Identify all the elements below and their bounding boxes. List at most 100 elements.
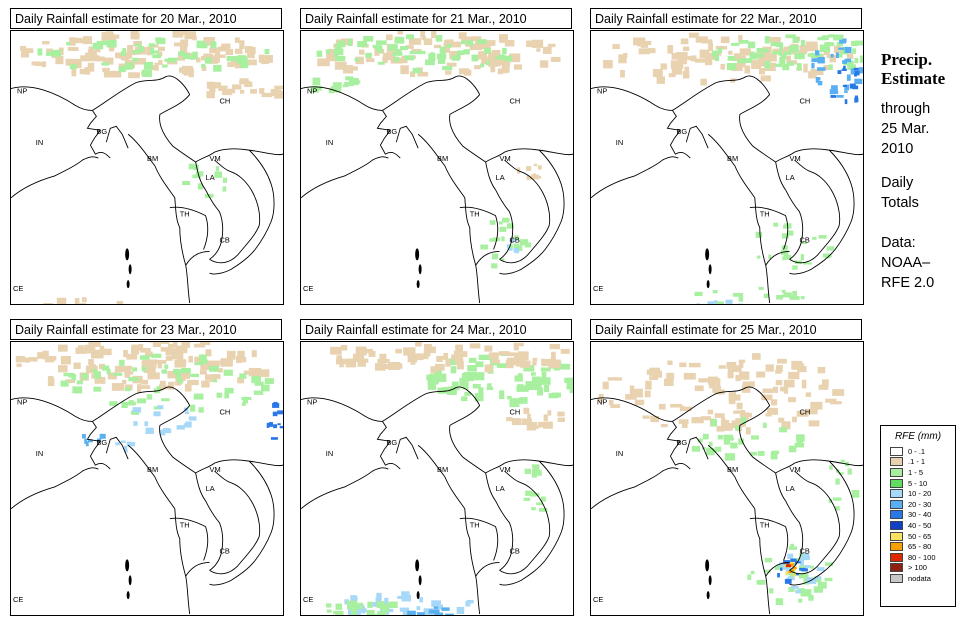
- rain-cell: [234, 56, 240, 62]
- rain-cell: [43, 302, 53, 304]
- border-line: [11, 397, 93, 422]
- rain-cell: [128, 72, 140, 79]
- rain-cell: [537, 165, 542, 170]
- rain-cell: [801, 241, 807, 245]
- rain-cell: [243, 370, 254, 375]
- rain-cell: [317, 58, 330, 67]
- rain-cell: [124, 448, 128, 453]
- country-label-bg: BG: [676, 128, 687, 136]
- rain-cell: [810, 401, 823, 410]
- rain-cell: [158, 59, 163, 65]
- rain-cell: [688, 362, 701, 368]
- rain-cell: [167, 343, 176, 348]
- rain-cell: [765, 364, 774, 372]
- rain-cell: [345, 358, 357, 368]
- legend-swatch: [890, 510, 903, 520]
- rain-cell: [798, 572, 809, 579]
- rain-cell: [543, 414, 548, 421]
- legend-label: 20 - 30: [908, 499, 932, 509]
- rain-cell: [334, 52, 339, 58]
- rain-cell: [521, 418, 532, 426]
- rain-cell: [527, 413, 531, 419]
- rain-cell: [788, 371, 800, 380]
- rain-cell: [207, 56, 218, 64]
- rain-cell: [847, 468, 852, 475]
- rain-cell: [525, 490, 533, 496]
- rain-cell: [728, 392, 737, 396]
- rain-cell: [401, 594, 411, 602]
- border-line: [417, 444, 481, 615]
- border-line: [127, 133, 191, 304]
- rain-cell: [839, 39, 846, 44]
- rain-cell: [192, 35, 197, 41]
- rain-cell: [468, 357, 477, 363]
- rain-cell: [824, 42, 834, 47]
- border-line: [169, 517, 209, 561]
- rain-cell: [208, 53, 214, 58]
- rain-cell: [325, 49, 331, 54]
- legend-item: 5 - 10: [890, 478, 955, 489]
- map-panel-23-mar: Daily Rainfall estimate for 23 Mar., 201…: [10, 319, 284, 616]
- rain-cell: [378, 46, 383, 54]
- rain-cell: [184, 383, 192, 392]
- data-line-3: RFE 2.0: [881, 275, 935, 291]
- rain-cell: [461, 396, 468, 402]
- rain-cell: [765, 52, 777, 62]
- rain-cell: [846, 74, 851, 81]
- rain-cell: [196, 172, 200, 177]
- rain-cell: [412, 67, 421, 74]
- rain-cell: [818, 384, 829, 390]
- rain-cell: [357, 361, 366, 367]
- rain-cell: [720, 63, 725, 70]
- rain-cell: [180, 31, 189, 35]
- rain-cell: [446, 358, 457, 365]
- rain-cell: [361, 606, 366, 614]
- rain-cell: [844, 90, 848, 93]
- rain-cell: [437, 57, 446, 64]
- border-line: [92, 386, 191, 422]
- rain-cell: [489, 238, 496, 242]
- rain-cell: [504, 40, 515, 47]
- rain-cell: [366, 609, 375, 615]
- rain-cell: [715, 301, 724, 304]
- legend-item: nodata: [890, 573, 955, 584]
- rain-cell: [174, 381, 182, 386]
- rain-cell: [188, 55, 196, 60]
- rain-cell: [185, 421, 192, 428]
- rain-cell: [786, 579, 792, 584]
- rain-cell: [851, 489, 860, 493]
- legend-label: nodata: [908, 573, 931, 583]
- rain-cell: [854, 95, 859, 99]
- rain-cell: [854, 97, 858, 103]
- rain-cell: [201, 380, 210, 388]
- island-shape: [125, 248, 130, 261]
- rain-cell: [216, 392, 223, 398]
- rain-cell: [93, 386, 102, 392]
- rain-cell: [81, 434, 86, 439]
- rain-cell: [140, 355, 150, 360]
- rain-cell: [434, 373, 447, 382]
- island-shape: [126, 591, 130, 600]
- border-line: [209, 159, 261, 264]
- rain-cell: [830, 401, 842, 405]
- rain-cell: [481, 56, 488, 65]
- rain-cell: [502, 47, 507, 55]
- rain-cell: [16, 363, 22, 368]
- rain-cell: [513, 247, 519, 253]
- rain-cell: [379, 353, 387, 362]
- rain-cell: [467, 365, 477, 372]
- rain-cell: [397, 363, 403, 369]
- rain-cell: [783, 292, 792, 297]
- rain-cell: [739, 48, 751, 56]
- rain-cell: [781, 54, 787, 60]
- rain-cell: [519, 397, 528, 404]
- rain-cell: [344, 599, 349, 605]
- rain-cell: [739, 40, 749, 44]
- rain-cell: [232, 84, 242, 90]
- rain-cell: [828, 64, 833, 70]
- border-line: [92, 75, 191, 111]
- rain-cell: [131, 346, 139, 355]
- rain-cell: [450, 366, 457, 374]
- rain-cell: [523, 407, 530, 414]
- rain-cell: [724, 453, 736, 461]
